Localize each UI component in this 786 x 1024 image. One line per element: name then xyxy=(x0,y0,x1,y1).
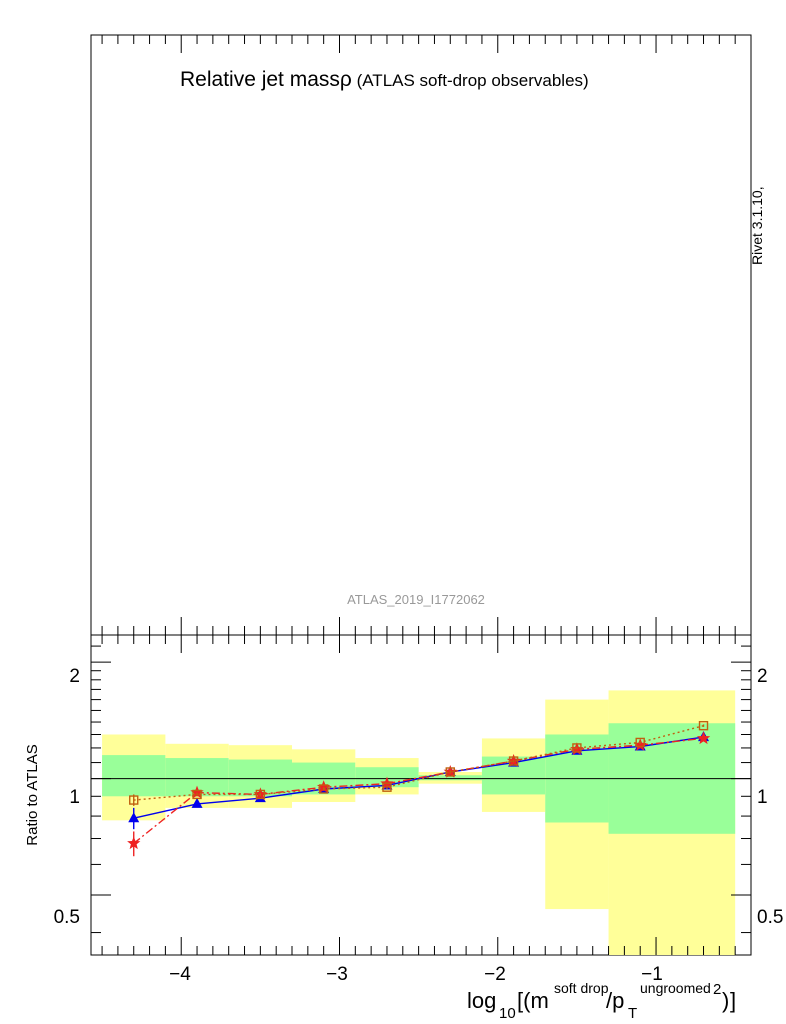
point-triangle-0 xyxy=(128,812,140,823)
series-line-square xyxy=(133,725,704,801)
svg-text:): ) xyxy=(722,988,729,1013)
axis-ticks xyxy=(91,35,751,955)
band-inner-5 xyxy=(418,775,482,781)
x-tick-label-neg1: −1 xyxy=(641,964,663,985)
svg-text:log: log xyxy=(467,988,496,1013)
point-square-8 xyxy=(635,737,645,748)
series-square xyxy=(129,720,709,806)
x-tick-label-neg2: −2 xyxy=(484,964,506,985)
point-star-0 xyxy=(127,836,141,850)
mc-series xyxy=(127,720,711,857)
series-line-star xyxy=(133,737,704,844)
title-rho: ρ xyxy=(340,68,352,91)
svg-text:soft drop: soft drop xyxy=(554,980,609,996)
series-line-triangle xyxy=(133,736,704,819)
point-star-1 xyxy=(190,785,204,799)
point-square-6 xyxy=(508,756,519,766)
main-panel-frame xyxy=(90,34,752,636)
svg-text:[(m: [(m xyxy=(517,988,549,1013)
svg-text:2: 2 xyxy=(713,981,721,998)
point-square-4 xyxy=(382,782,392,792)
svg-text:T: T xyxy=(628,1005,637,1022)
svg-text:/p: /p xyxy=(606,988,624,1013)
svg-text:]: ] xyxy=(730,988,736,1013)
y-tick-label-1-left: 1 xyxy=(69,787,80,808)
analysis-id-label: ATLAS_2019_I1772062 xyxy=(347,592,485,607)
point-star-9 xyxy=(696,731,711,745)
point-triangle-1 xyxy=(191,797,203,808)
y-tick-label-0.5-right: 0.5 xyxy=(757,907,783,928)
band-inner-0 xyxy=(102,755,166,797)
uncertainty-bands xyxy=(102,690,736,955)
x-tick-label-neg3: −3 xyxy=(326,964,348,985)
x-tick-label-neg4: −4 xyxy=(169,964,191,985)
point-square-9 xyxy=(698,720,709,731)
y-tick-label-1-right: 1 xyxy=(757,787,768,808)
point-star-8 xyxy=(633,738,647,751)
plot-title: Relative jet massρ (ATLAS soft-drop obse… xyxy=(180,68,589,91)
svg-text:ungroomed: ungroomed xyxy=(640,980,711,996)
rivet-version-label: Rivet 3.1.10, xyxy=(749,186,765,265)
point-star-3 xyxy=(317,780,331,793)
y-axis-label: Ratio to ATLAS xyxy=(24,744,41,845)
title-main: Relative jet mass xyxy=(180,68,340,91)
point-square-1 xyxy=(192,789,202,800)
point-square-0 xyxy=(129,795,139,805)
ratio-panel-frame xyxy=(90,634,752,956)
y-tick-label-2-right: 2 xyxy=(757,666,768,687)
y-tick-label-2-left: 2 xyxy=(69,666,80,687)
x-axis-label: log 10 [(m soft drop /p T ungroomed ) 2 … xyxy=(467,980,736,1022)
point-square-3 xyxy=(318,784,329,794)
y-tick-label-0.5-left: 0.5 xyxy=(54,907,80,928)
point-square-2 xyxy=(255,789,266,800)
svg-text:10: 10 xyxy=(499,1005,516,1022)
point-square-5 xyxy=(445,767,455,777)
point-square-7 xyxy=(572,743,582,753)
title-sub: (ATLAS soft-drop observables) xyxy=(352,71,589,90)
